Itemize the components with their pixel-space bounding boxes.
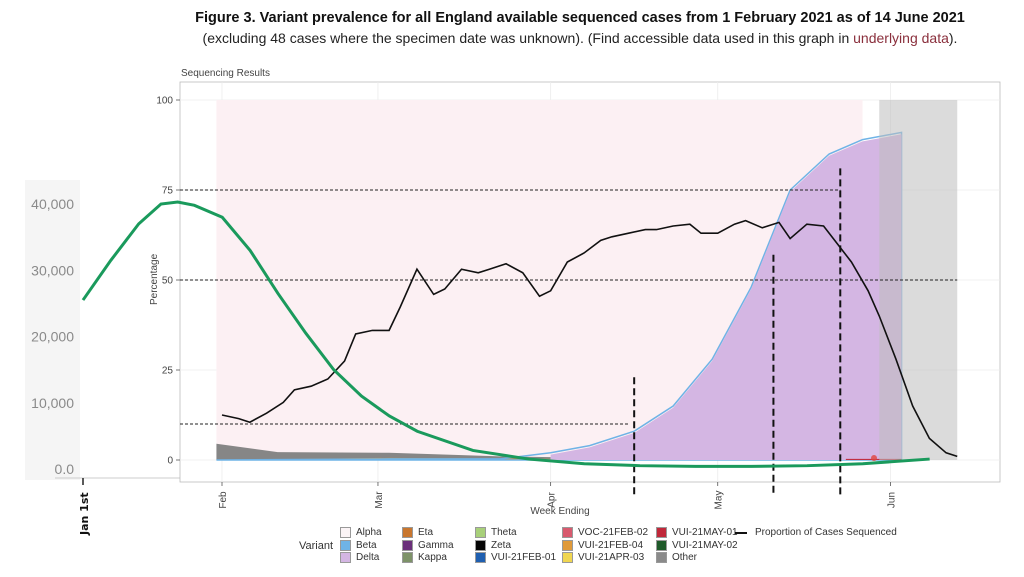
y-tick-label: 75 (162, 186, 174, 197)
legend-label: Zeta (491, 539, 512, 551)
x-tick-label: Apr (547, 492, 558, 508)
panel-title: Sequencing Results (181, 68, 270, 79)
legend-item: VUI-21MAY-01 (656, 527, 738, 538)
legend-item: VUI-21FEB-04 (562, 539, 644, 551)
legend-label: VUI-21MAY-02 (672, 539, 738, 551)
legend-item: VUI-21FEB-01 (475, 552, 556, 563)
proportion-sequenced-line (221, 219, 958, 458)
legend-title: Variant (299, 540, 334, 552)
y-tick-label: 25 (162, 366, 174, 377)
legend-label: VUI-21MAY-01 (672, 527, 738, 538)
subtitle-end: ). (948, 30, 958, 46)
legend-swatch-icon (340, 527, 351, 538)
legend-label: VUI-21FEB-04 (578, 539, 644, 551)
legend-label: VUI-21APR-03 (578, 552, 645, 563)
x-tick-label: May (714, 491, 725, 510)
cases-tick-label: 10,000 (31, 395, 74, 411)
y-tick-label: 100 (156, 96, 173, 107)
legend-swatch-icon (475, 527, 486, 538)
legend-swatch-icon (656, 539, 667, 551)
cases-axis-ticks: 0.0 10,000 20,000 30,000 40,000 (31, 196, 74, 477)
y-axis-ticks: 0 25 50 75 100 (156, 96, 180, 467)
legend-label: Theta (491, 527, 517, 538)
legend-item: Alpha (340, 527, 382, 538)
legend-swatch-icon (656, 552, 667, 563)
legend-item: Kappa (402, 552, 447, 563)
legend-swatch-icon (656, 527, 667, 538)
legend-swatch-icon (402, 539, 413, 551)
legend-swatch-icon (402, 552, 413, 563)
legend-swatch-icon (475, 552, 486, 563)
area-other (216, 443, 551, 460)
legend-swatch-icon (562, 539, 573, 551)
legend-label: VUI-21FEB-01 (491, 552, 557, 563)
legend-label: Beta (356, 539, 377, 551)
x-tick-label: Feb (218, 491, 229, 509)
subtitle-text: (excluding 48 cases where the specimen d… (202, 30, 854, 46)
legend-item: VUI-21APR-03 (562, 552, 644, 563)
legend-label: Eta (418, 527, 434, 538)
underlying-data-link[interactable]: underlying data (853, 30, 949, 46)
legend-label: Alpha (356, 527, 382, 538)
line-swatch-icon (735, 531, 747, 534)
legend-item: Zeta (475, 539, 512, 551)
dashed-vertical-lines (633, 168, 842, 496)
legend-swatch-icon (562, 527, 573, 538)
legend-label: Gamma (418, 539, 454, 551)
cases-tick-label: 20,000 (31, 329, 74, 345)
cases-tick-label: 0.0 (55, 461, 75, 477)
legend-item: Other (656, 552, 697, 563)
legend-item: Delta (340, 552, 379, 563)
legend-label: Other (672, 552, 698, 563)
legend-item: VUI-21MAY-02 (656, 539, 738, 551)
legend-swatch-icon (340, 552, 351, 563)
legend-item: Gamma (402, 539, 454, 551)
x-tick-label: Jun (886, 492, 897, 508)
cases-axis-band (25, 180, 80, 480)
y-tick-label: 50 (162, 276, 174, 287)
figure-subtitle: (excluding 48 cases where the specimen d… (145, 30, 1015, 46)
figure-title: Figure 3. Variant prevalence for all Eng… (195, 10, 965, 26)
area-delta (550, 134, 902, 460)
legend-label: Delta (356, 552, 380, 563)
cases-tick-label: 30,000 (31, 262, 74, 278)
legend-item: Beta (340, 539, 377, 551)
legend-item: VOC-21FEB-02 (562, 527, 648, 538)
cases-tick-label: 40,000 (31, 196, 74, 212)
legend-swatch-icon (402, 527, 413, 538)
legend-label: Kappa (418, 552, 447, 563)
legend-proportion-line: Proportion of Cases Sequenced (735, 527, 897, 538)
y-tick-label: 0 (167, 456, 173, 467)
y-axis-label: Percentage (149, 253, 160, 305)
x-axis-label: Week Ending (530, 506, 589, 517)
jan1-label: Jan 1st (78, 492, 91, 536)
x-tick-label: Mar (374, 491, 385, 509)
x-axis-ticks: Feb Mar Apr May Jun (218, 482, 897, 509)
legend-label: VOC-21FEB-02 (578, 527, 649, 538)
mouse-cursor-marker (871, 455, 877, 461)
legend-swatch-icon (340, 539, 351, 551)
legend-item: Eta (402, 527, 433, 538)
legend-line-label: Proportion of Cases Sequenced (755, 527, 897, 538)
legend-item: Theta (475, 527, 517, 538)
legend-swatch-icon (475, 539, 486, 551)
legend-swatch-icon (562, 552, 573, 563)
cases-overlay-line (81, 200, 930, 468)
dashed-horizontal-lines (180, 189, 958, 425)
